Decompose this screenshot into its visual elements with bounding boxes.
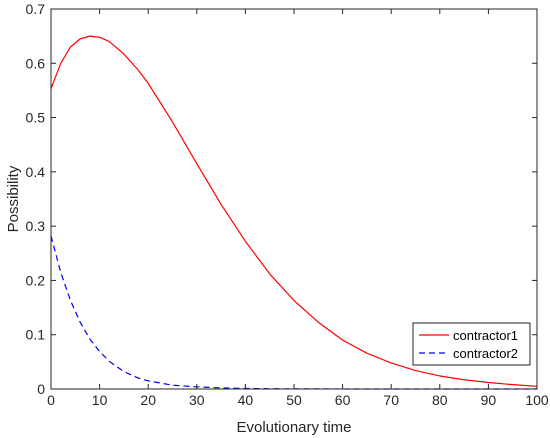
x-tick-label: 40: [238, 392, 254, 408]
y-tick-label: 0.3: [26, 218, 46, 234]
x-tick-label: 90: [481, 392, 497, 408]
x-tick-label: 30: [189, 392, 205, 408]
y-tick-label: 0.4: [26, 164, 46, 180]
y-tick-label: 0: [37, 381, 45, 397]
y-tick-label: 0.6: [26, 55, 46, 71]
x-tick-label: 70: [383, 392, 399, 408]
x-tick-label: 20: [140, 392, 156, 408]
y-axis-title: Possibility: [5, 165, 22, 232]
x-tick-label: 80: [432, 392, 448, 408]
ticks-layer: 0 10 20 30 40 50 60 70 80 90 100 0 0.1 0.2 0.3 0.4 0.5 0.…: [26, 1, 549, 408]
x-tick-label: 0: [47, 392, 55, 408]
legend: contractor1 contractor2: [412, 322, 531, 366]
legend-label-contractor2: contractor2: [453, 346, 518, 361]
legend-box: [412, 322, 531, 366]
x-tick-label: 100: [525, 392, 549, 408]
series-line-contractor1: [50, 35, 538, 387]
x-tick-label: 60: [335, 392, 351, 408]
y-tick-label: 0.1: [26, 327, 46, 343]
x-tick-label: 10: [92, 392, 108, 408]
x-tick-label: 50: [286, 392, 302, 408]
y-tick-label: 0.2: [26, 272, 46, 288]
y-tick-label: 0.5: [26, 110, 46, 126]
y-tick-label: 0.7: [26, 1, 46, 17]
legend-label-contractor1: contractor1: [453, 328, 518, 343]
x-axis-title: Evolutionary time: [236, 419, 351, 436]
